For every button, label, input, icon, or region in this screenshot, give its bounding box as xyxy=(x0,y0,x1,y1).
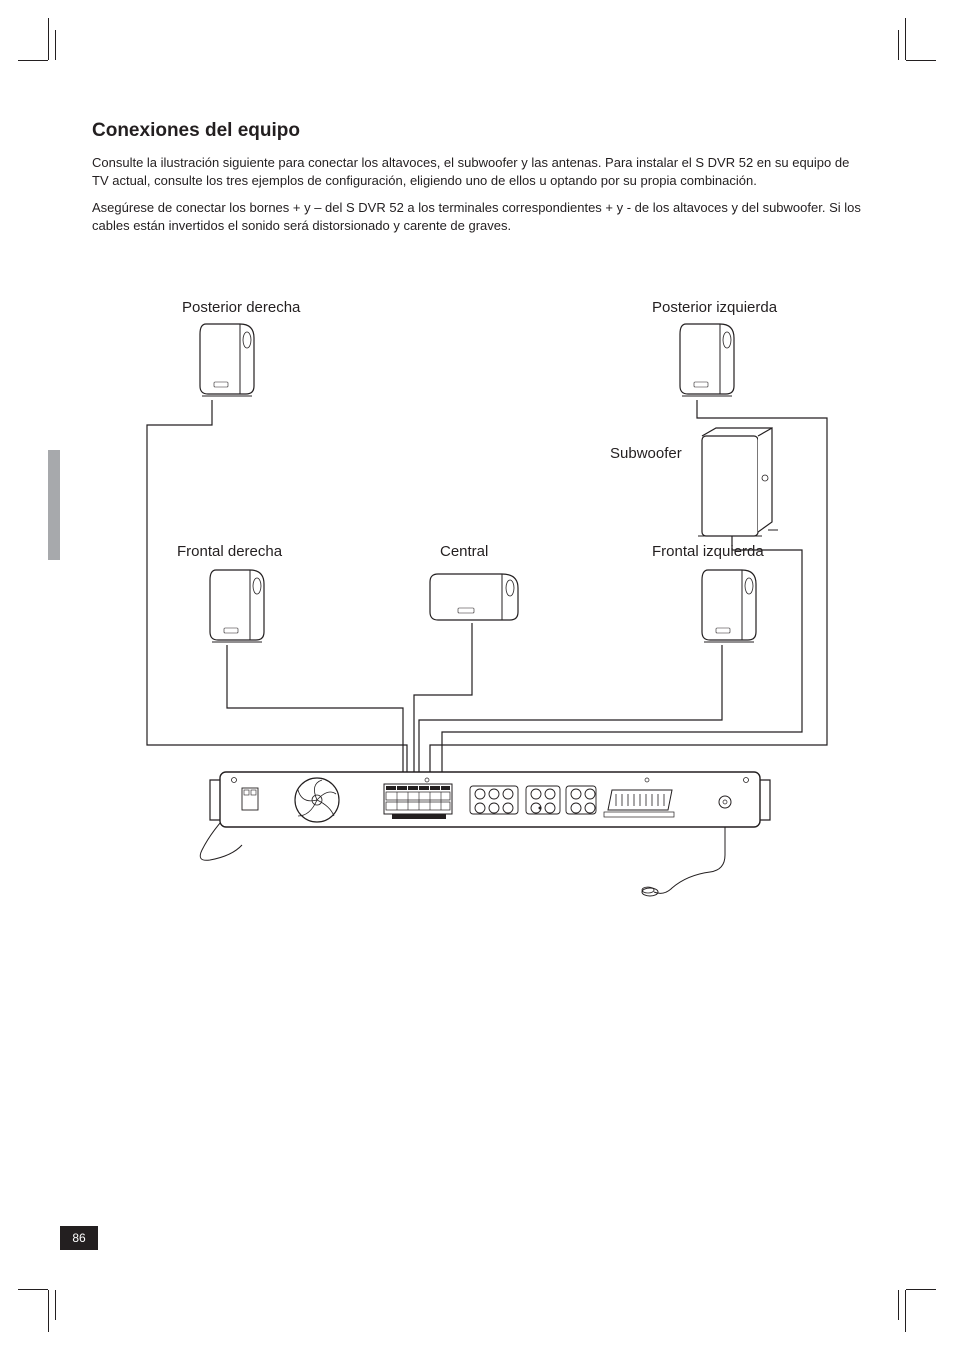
label-subwoofer: Subwoofer xyxy=(610,445,682,462)
page: Conexiones del equipo Consulte la ilustr… xyxy=(0,0,954,1350)
speaker-rear-right-icon xyxy=(200,324,254,396)
crop-mark xyxy=(898,1290,899,1320)
label-rear-right: Posterior derecha xyxy=(182,299,300,316)
content-block: Conexiones del equipo Consulte la ilustr… xyxy=(92,120,862,244)
receiver-rear-panel xyxy=(210,772,770,827)
paragraph-2: Asegúrese de conectar los bornes + y – d… xyxy=(92,199,862,234)
crop-mark xyxy=(906,60,936,61)
speaker-front-left-icon xyxy=(702,570,756,642)
crop-mark xyxy=(55,30,56,60)
crop-mark xyxy=(55,1290,56,1320)
crop-mark xyxy=(18,1289,48,1290)
connection-diagram: Posterior derecha Posterior izquierda Su… xyxy=(92,290,862,910)
paragraph-1: Consulte la ilustración siguiente para c… xyxy=(92,154,862,189)
crop-mark xyxy=(905,18,906,60)
label-central: Central xyxy=(440,543,488,560)
crop-mark xyxy=(905,1290,906,1332)
page-number-value: 86 xyxy=(72,1231,85,1245)
side-tab xyxy=(48,450,60,560)
crop-mark xyxy=(48,18,49,60)
subwoofer-icon xyxy=(698,428,778,536)
label-front-right: Frontal derecha xyxy=(177,543,282,560)
crop-mark xyxy=(48,1290,49,1332)
crop-mark xyxy=(906,1289,936,1290)
page-number: 86 xyxy=(60,1226,98,1250)
label-front-left: Frontal izquierda xyxy=(652,543,764,560)
speaker-front-right-icon xyxy=(210,570,264,642)
diagram-svg xyxy=(92,290,862,910)
crop-mark xyxy=(18,60,48,61)
label-rear-left: Posterior izquierda xyxy=(652,299,777,316)
section-title: Conexiones del equipo xyxy=(92,120,862,142)
crop-mark xyxy=(898,30,899,60)
speaker-center-icon xyxy=(430,574,518,620)
speaker-rear-left-icon xyxy=(680,324,734,396)
